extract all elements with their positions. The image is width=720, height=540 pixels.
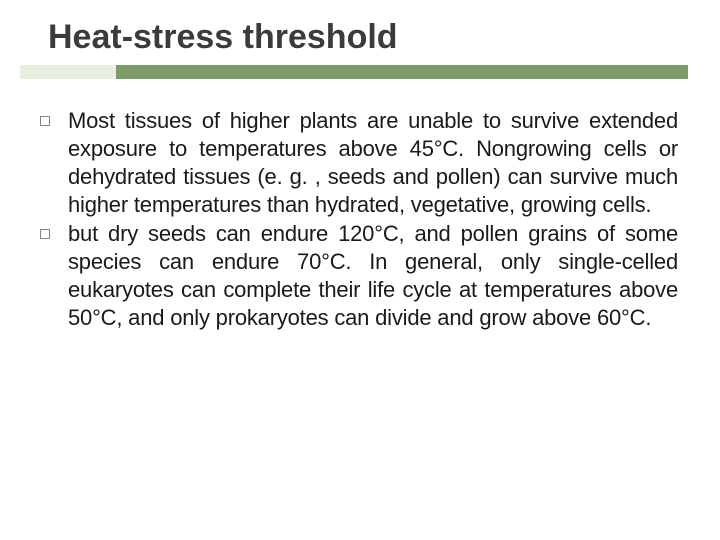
bullet-text: but dry seeds can endure 120°C, and poll… [68,220,678,333]
divider-right-segment [116,65,688,79]
content-area: Most tissues of higher plants are unable… [20,107,688,332]
bullet-item: but dry seeds can endure 120°C, and poll… [40,220,678,333]
bullet-item: Most tissues of higher plants are unable… [40,107,678,220]
bullet-text: Most tissues of higher plants are unable… [68,107,678,220]
slide-title: Heat-stress threshold [48,18,688,57]
title-divider [20,65,688,79]
bullet-marker-icon [40,229,50,239]
slide: Heat-stress threshold Most tissues of hi… [0,0,720,540]
bullet-marker-icon [40,116,50,126]
divider-left-segment [20,65,116,79]
